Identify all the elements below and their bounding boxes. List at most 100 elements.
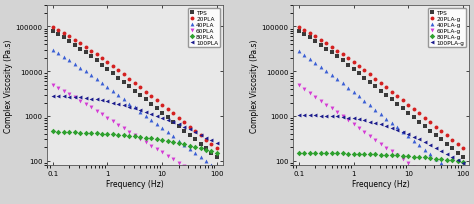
- 100PLA: [137, 109, 143, 112]
- 80PLA-g: [373, 153, 378, 156]
- TPS: [345, 64, 351, 67]
- 80PLA-g: [460, 161, 466, 163]
- 20PLA: [181, 122, 187, 124]
- 100PLA: [214, 142, 220, 145]
- 60PLA-g: [296, 85, 301, 87]
- TPS: [121, 81, 127, 84]
- 20PLA-g: [345, 58, 351, 60]
- 100PLA-g: [318, 115, 324, 117]
- 20PLA: [77, 43, 83, 45]
- 80PLA: [66, 131, 72, 134]
- 80PLA-g: [362, 153, 367, 155]
- X-axis label: Frequency (Hz): Frequency (Hz): [106, 179, 164, 188]
- 100PLA-g: [389, 127, 395, 130]
- 20PLA: [50, 27, 55, 30]
- 80PLA: [154, 138, 160, 141]
- 40PLA-g: [416, 144, 422, 147]
- 20PLA: [187, 126, 192, 128]
- 20PLA: [154, 100, 160, 102]
- 40PLA-g: [389, 122, 395, 125]
- 40PLA-g: [307, 58, 312, 61]
- 20PLA: [165, 108, 171, 111]
- TPS: [110, 73, 116, 75]
- 60PLA-g: [449, 194, 455, 196]
- 80PLA: [61, 131, 66, 133]
- 20PLA: [159, 104, 165, 106]
- 60PLA: [77, 100, 83, 102]
- 60PLA-g: [428, 178, 433, 180]
- 40PLA-g: [449, 171, 455, 173]
- 20PLA-g: [362, 70, 367, 72]
- 20PLA: [127, 78, 132, 81]
- 40PLA-g: [318, 66, 324, 69]
- 40PLA: [198, 156, 203, 158]
- 100PLA: [50, 95, 55, 98]
- 20PLA: [99, 58, 105, 60]
- 80PLA-g: [405, 155, 411, 157]
- Line: TPS: TPS: [297, 30, 465, 159]
- 100PLA-g: [356, 119, 362, 121]
- 100PLA: [99, 100, 105, 102]
- TPS: [148, 103, 154, 106]
- 100PLA: [192, 131, 198, 133]
- 40PLA-g: [433, 158, 438, 160]
- TPS: [373, 86, 378, 88]
- 100PLA-g: [416, 139, 422, 141]
- TPS: [209, 152, 214, 154]
- 100PLA-g: [323, 115, 329, 118]
- 100PLA-g: [334, 116, 340, 118]
- 60PLA: [116, 124, 121, 126]
- 40PLA: [192, 152, 198, 154]
- 60PLA: [110, 121, 116, 123]
- 60PLA: [88, 107, 94, 109]
- 20PLA-g: [416, 112, 422, 115]
- 60PLA-g: [460, 202, 466, 204]
- TPS: [449, 147, 455, 150]
- 100PLA-g: [362, 120, 367, 122]
- 40PLA: [143, 115, 149, 118]
- 40PLA-g: [394, 127, 400, 129]
- 40PLA-g: [356, 96, 362, 98]
- 20PLA: [170, 112, 176, 115]
- 20PLA: [94, 54, 100, 56]
- 40PLA: [159, 127, 165, 130]
- 80PLA-g: [312, 152, 318, 154]
- Line: 20PLA: 20PLA: [51, 27, 219, 151]
- 60PLA-g: [438, 186, 444, 188]
- 20PLA-g: [318, 40, 324, 42]
- TPS: [416, 121, 422, 123]
- 80PLA-g: [394, 154, 400, 157]
- 20PLA-g: [301, 30, 307, 32]
- 40PLA: [82, 71, 88, 73]
- TPS: [455, 152, 460, 154]
- 60PLA: [159, 152, 165, 154]
- 60PLA-g: [362, 131, 367, 134]
- TPS: [329, 52, 335, 54]
- 20PLA-g: [422, 117, 428, 120]
- 20PLA: [66, 36, 72, 39]
- 60PLA: [94, 110, 100, 113]
- 80PLA-g: [296, 152, 301, 154]
- TPS: [400, 108, 406, 110]
- 40PLA: [94, 79, 100, 81]
- 40PLA: [110, 90, 116, 93]
- 60PLA: [170, 158, 176, 161]
- 60PLA-g: [444, 190, 449, 192]
- TPS: [154, 108, 160, 110]
- 20PLA-g: [351, 62, 356, 64]
- 80PLA: [214, 152, 220, 154]
- 40PLA: [105, 86, 110, 89]
- 20PLA: [121, 74, 127, 76]
- 80PLA-g: [367, 153, 373, 156]
- 100PLA-g: [307, 114, 312, 117]
- 80PLA-g: [323, 152, 329, 155]
- 100PLA-g: [383, 125, 389, 128]
- TPS: [340, 60, 346, 62]
- 60PLA: [176, 162, 182, 164]
- TPS: [61, 37, 66, 39]
- 60PLA-g: [301, 88, 307, 91]
- 100PLA-g: [428, 144, 433, 146]
- TPS: [127, 86, 132, 88]
- Y-axis label: Complex Viscosity (Pa.s): Complex Viscosity (Pa.s): [4, 39, 13, 132]
- 80PLA: [203, 149, 209, 151]
